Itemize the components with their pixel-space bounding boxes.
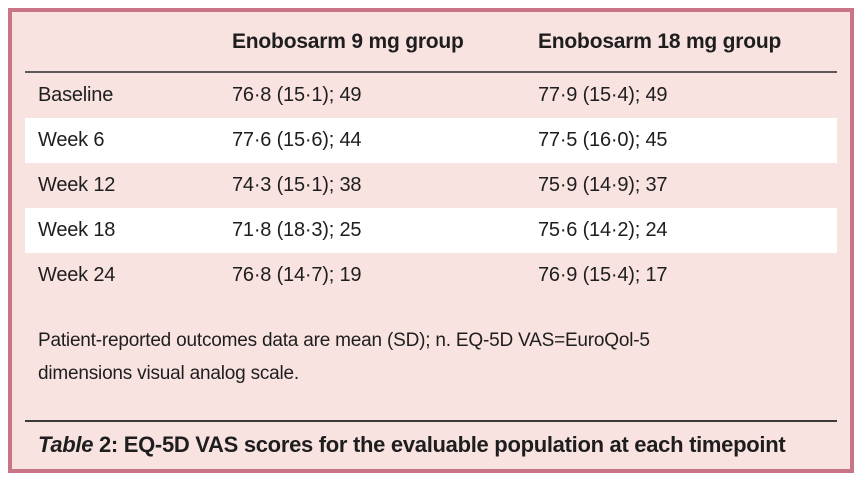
table-caption: Table 2: EQ-5D VAS scores for the evalua… [25,432,837,458]
cell-18mg: 77·9 (15·4); 49 [538,84,668,106]
header-col-9mg: Enobosarm 9 mg group [232,29,464,53]
row-label: Week 24 [38,264,116,286]
table-row-week18: Week 18 71·8 (18·3); 25 75·6 (14·2); 24 [25,208,837,253]
caption-divider [25,420,837,422]
row-label: Week 18 [38,219,116,241]
caption-table-number: 2: [93,432,124,457]
cell-18mg: 75·9 (14·9); 37 [538,174,668,196]
table-row-week6: Week 6 77·6 (15·6); 44 77·5 (16·0); 45 [25,118,837,163]
table-footnote: Patient-reported outcomes data are mean … [38,330,650,384]
cell-9mg: 71·8 (18·3); 25 [232,219,362,241]
cell-9mg: 74·3 (15·1); 38 [232,174,362,196]
cell-9mg: 76·8 (15·1); 49 [232,84,362,106]
cell-9mg: 77·6 (15·6); 44 [232,129,362,151]
table-row-week12: Week 12 74·3 (15·1); 38 75·9 (14·9); 37 [25,163,837,208]
header-col-18mg: Enobosarm 18 mg group [538,29,782,53]
cell-18mg: 77·5 (16·0); 45 [538,129,668,151]
table-row-baseline: Baseline 76·8 (15·1); 49 77·9 (15·4); 49 [25,73,837,118]
row-label: Week 6 [38,129,105,151]
cell-18mg: 76·9 (15·4); 17 [538,264,668,286]
cell-9mg: 76·8 (14·7); 19 [232,264,362,286]
caption-text: EQ-5D VAS scores for the evaluable popul… [123,432,786,457]
caption-table-word: Table [38,432,94,457]
table-header-row: Enobosarm 9 mg group Enobosarm 18 mg gro… [25,12,837,73]
table-panel: Enobosarm 9 mg group Enobosarm 18 mg gro… [8,8,854,473]
row-label: Baseline [38,84,114,106]
table-row-week24: Week 24 76·8 (14·7); 19 76·9 (15·4); 17 [25,253,837,298]
row-label: Week 12 [38,174,116,196]
cell-18mg: 75·6 (14·2); 24 [538,219,668,241]
